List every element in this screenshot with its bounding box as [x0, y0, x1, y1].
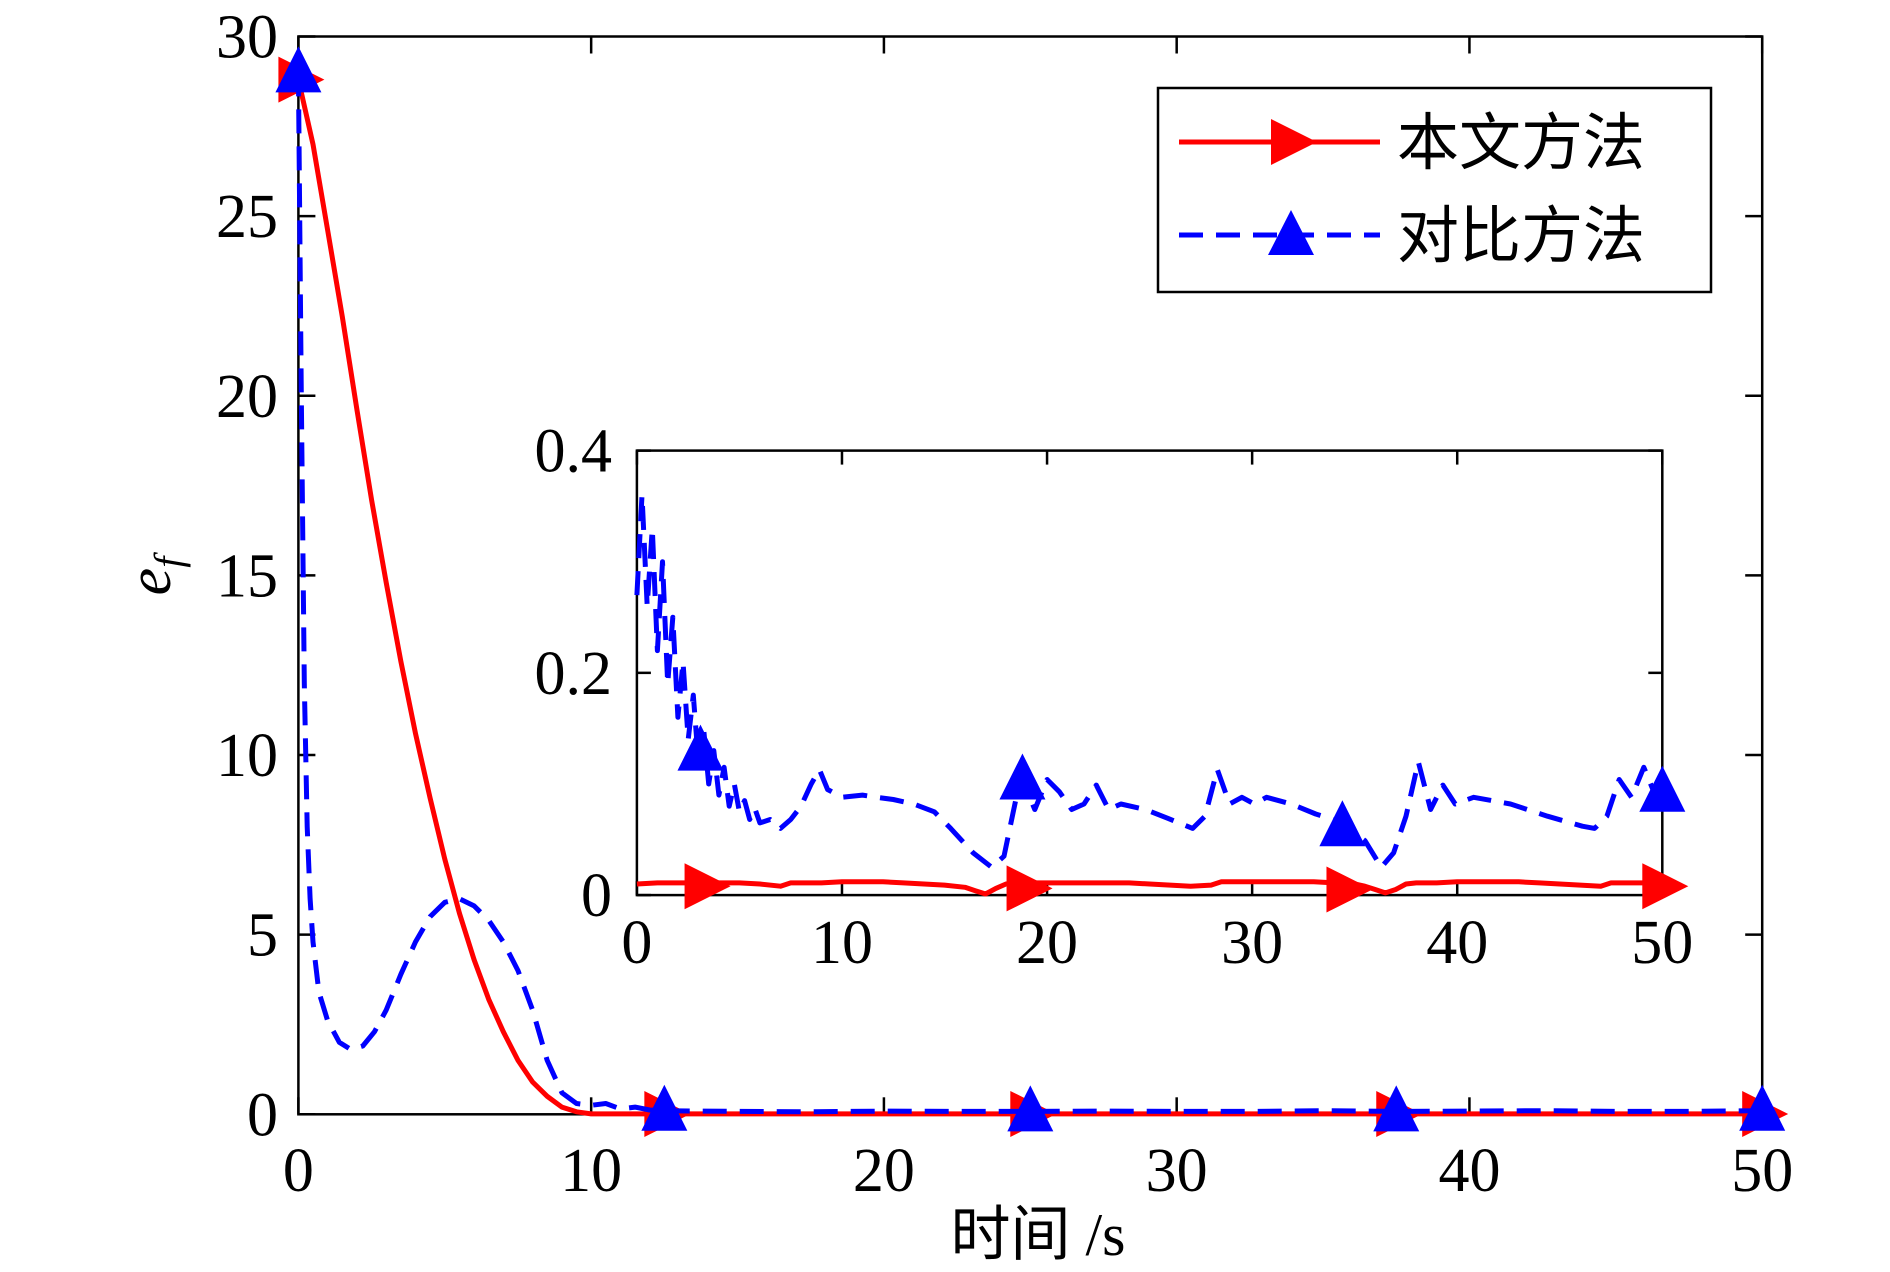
inset-x-tick-label: 10 [811, 909, 873, 977]
legend-box [1156, 86, 1713, 294]
legend-marker-triangle-right [1271, 119, 1317, 165]
inset-series-1-marker-triangle-up [1639, 765, 1686, 812]
main-y-tick-label: 15 [216, 542, 278, 610]
main-x-tick-label: 50 [1731, 1137, 1793, 1205]
main-x-tick-label: 10 [560, 1137, 622, 1205]
y-axis-label-main: e [116, 568, 184, 596]
inset-plot-background [636, 450, 1663, 896]
main-y-tick-label: 0 [247, 1081, 278, 1149]
inset-x-tick-label: 0 [621, 909, 652, 977]
main-series-1-marker-triangle-up [641, 1084, 688, 1131]
main-x-tick-label: 40 [1438, 1137, 1500, 1205]
legend-label-1: 对比方法 [1397, 199, 1645, 272]
inset-series-1-marker-triangle-up [999, 753, 1046, 800]
main-series-1-line [295, 72, 1763, 1115]
main-series-1-marker-triangle-up [1007, 1085, 1054, 1132]
inset-series-0-marker-triangle-right [1006, 865, 1053, 912]
legend: 本文方法 对比方法 [1156, 86, 1713, 294]
inset-x-tick-label: 50 [1631, 909, 1693, 977]
main-y-tick-label: 30 [216, 4, 278, 72]
main-x-tick-label: 30 [1146, 1137, 1208, 1205]
main-series-1-marker-triangle-up [275, 46, 322, 93]
inset-x-tick-label: 20 [1016, 909, 1078, 977]
main-y-tick-label: 20 [216, 363, 278, 431]
inset-y-tick-label: 0.2 [535, 640, 613, 708]
inset-series-1-marker-triangle-up [677, 724, 724, 771]
inset-series-0-marker-triangle-right [1326, 866, 1373, 913]
legend-marker-triangle-up [1268, 210, 1314, 255]
legend-entry-0: 本文方法 [1179, 106, 1645, 179]
legend-entry-1: 对比方法 [1179, 199, 1645, 272]
x-axis-label: 时间 /s [950, 1202, 1125, 1268]
main-y-tick-label: 5 [247, 902, 278, 970]
main-series-1-marker-triangle-up [1373, 1085, 1420, 1132]
inset-y-tick-label: 0 [581, 862, 612, 930]
main-x-tick-label: 0 [283, 1137, 314, 1205]
main-x-tick-label: 20 [853, 1137, 915, 1205]
main-series-1-marker-triangle-up [1739, 1084, 1786, 1131]
main-y-tick-label: 10 [216, 722, 278, 790]
inset-series-1-line [634, 492, 1664, 870]
inset-x-tick-label: 40 [1426, 909, 1488, 977]
legend-label-0: 本文方法 [1397, 106, 1645, 179]
inset-y-tick-label: 0.4 [535, 418, 613, 486]
main-y-tick-label: 25 [216, 183, 278, 251]
inset-series-0-marker-triangle-right [684, 863, 731, 910]
inset-series-1-marker-triangle-up [1319, 800, 1366, 847]
inset-series-0-line [636, 879, 1663, 897]
inset-series-0-marker-triangle-right [1642, 863, 1689, 910]
inset-x-tick-label: 30 [1221, 909, 1283, 977]
inset-axes: 0 10 20 30 40 50 0 0.2 0.4 [535, 418, 1694, 977]
